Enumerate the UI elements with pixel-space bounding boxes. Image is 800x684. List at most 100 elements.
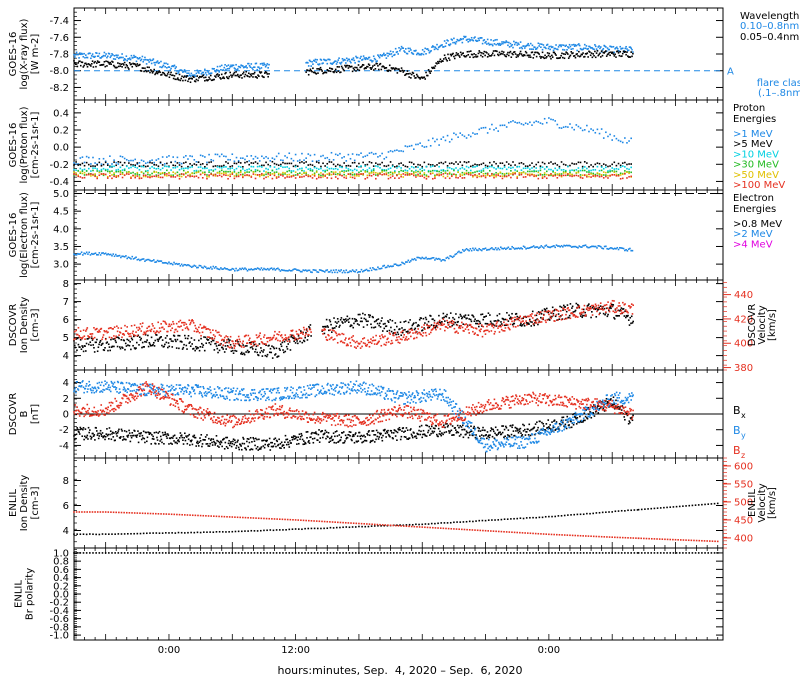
data-point <box>116 56 118 58</box>
data-point <box>107 55 109 57</box>
data-point <box>321 69 323 71</box>
data-point <box>451 325 453 327</box>
data-point <box>295 154 297 156</box>
data-point <box>559 175 561 177</box>
data-point <box>447 165 449 167</box>
data-point <box>543 247 545 249</box>
data-point <box>609 175 611 177</box>
data-point <box>563 175 565 177</box>
data-point <box>362 173 364 175</box>
data-point <box>240 166 242 168</box>
data-point <box>303 172 305 174</box>
data-point <box>612 51 614 53</box>
data-point <box>231 173 233 175</box>
data-point <box>375 174 377 176</box>
data-point <box>164 73 166 75</box>
data-point <box>354 62 356 64</box>
data-point <box>453 38 455 40</box>
data-point <box>259 171 261 173</box>
data-point <box>111 166 113 168</box>
data-point <box>242 344 244 346</box>
data-point <box>371 327 373 329</box>
data-point <box>610 307 612 309</box>
data-point <box>537 47 539 49</box>
data-point <box>322 162 324 164</box>
data-point <box>230 74 232 76</box>
data-point <box>256 63 258 65</box>
data-point <box>136 342 138 344</box>
data-point <box>281 345 283 347</box>
data-point <box>508 42 510 44</box>
data-point <box>432 178 434 180</box>
data-point <box>92 339 94 341</box>
data-point <box>614 174 616 176</box>
data-point <box>310 324 312 326</box>
data-point <box>75 54 77 56</box>
data-point <box>111 255 113 257</box>
data-point <box>408 76 410 78</box>
data-point <box>236 163 238 165</box>
data-point <box>86 162 88 164</box>
data-point <box>597 175 599 177</box>
data-point <box>139 162 141 164</box>
data-point <box>73 162 75 164</box>
data-point <box>310 170 312 172</box>
data-point <box>153 342 155 344</box>
data-point <box>415 166 417 168</box>
data-point <box>165 63 167 65</box>
data-point <box>386 67 388 69</box>
data-point <box>567 173 569 175</box>
data-point <box>148 67 150 69</box>
data-point <box>504 173 506 175</box>
data-point <box>474 171 476 173</box>
data-point <box>129 341 131 343</box>
data-point <box>424 162 426 164</box>
data-point <box>142 61 144 63</box>
data-point <box>228 342 230 344</box>
data-point <box>122 347 124 349</box>
data-point <box>395 334 397 336</box>
data-point <box>329 271 331 273</box>
data-point <box>248 175 250 177</box>
data-point <box>510 43 512 45</box>
data-point <box>379 323 381 325</box>
data-point <box>466 137 468 139</box>
data-point <box>131 63 133 65</box>
data-point <box>557 49 559 51</box>
data-point <box>153 71 155 73</box>
data-point <box>490 39 492 41</box>
data-point <box>318 175 320 177</box>
data-point <box>312 63 314 65</box>
data-point <box>147 330 149 332</box>
data-point <box>438 315 440 317</box>
data-point <box>374 321 376 323</box>
data-point <box>576 53 578 55</box>
data-point <box>185 345 187 347</box>
data-point <box>506 169 508 171</box>
data-point <box>618 175 620 177</box>
data-point <box>143 71 145 73</box>
data-point <box>413 171 415 173</box>
data-point <box>618 163 620 165</box>
data-point <box>324 157 326 159</box>
data-point <box>603 48 605 50</box>
data-point <box>341 167 343 169</box>
data-point <box>228 338 230 340</box>
data-point <box>318 162 320 164</box>
data-point <box>84 335 86 337</box>
data-point <box>120 65 122 67</box>
data-point <box>516 166 518 168</box>
data-point <box>134 177 136 179</box>
data-point <box>444 54 446 56</box>
data-point <box>569 315 571 317</box>
data-point <box>493 129 495 131</box>
data-point <box>356 170 358 172</box>
data-point <box>164 166 166 168</box>
data-point <box>217 66 219 68</box>
data-point <box>528 56 530 58</box>
data-point <box>533 54 535 56</box>
data-point <box>569 44 571 46</box>
data-point <box>480 314 482 316</box>
data-point <box>130 349 132 351</box>
data-point <box>363 326 365 328</box>
